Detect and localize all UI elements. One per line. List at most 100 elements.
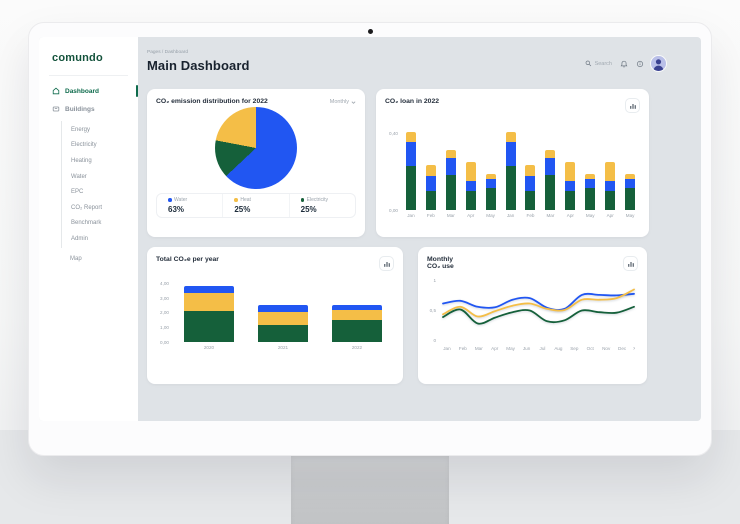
bar-column: [580, 173, 600, 210]
bar-segment-water: [545, 158, 556, 175]
stacked-bar: [425, 165, 436, 210]
bar-column: [560, 162, 580, 210]
bar-chart-icon: [383, 261, 390, 267]
bar-segment-electricity: [405, 166, 416, 210]
x-tick: May: [585, 213, 595, 218]
bar-segment-electricity: [425, 190, 436, 210]
bar-segment-electricity: [445, 174, 456, 210]
bar-segment-heat: [585, 173, 596, 179]
card-title-line1: Monthly: [427, 256, 454, 263]
card-title: CO₂ emission distribution for 2022: [156, 98, 268, 105]
sidebar-item-admin[interactable]: Admin: [71, 235, 89, 242]
x-tick: 2020: [203, 345, 215, 350]
y-tick: 1: [433, 277, 436, 283]
x-tick: Jan: [407, 213, 415, 218]
sidebar-item-buildings[interactable]: Buildings: [39, 100, 138, 118]
sidebar-item-heating[interactable]: Heating: [71, 157, 92, 164]
bar-segment-heat: [505, 131, 516, 143]
bar-segment-water: [465, 181, 476, 191]
pie-chart: [215, 107, 297, 189]
stacked-bar: [465, 162, 476, 210]
stacked-bar: [505, 131, 516, 210]
x-tick: May: [625, 213, 635, 218]
x-tick: Apr: [566, 213, 574, 218]
sidebar-item-label: Dashboard: [65, 87, 99, 95]
bar-segment-water: [425, 175, 436, 191]
bar-segment-heat: [525, 165, 536, 176]
bar-chart-icon: [629, 103, 636, 109]
bar-column: [172, 286, 246, 342]
breadcrumb: Pages / Dashboard: [147, 50, 189, 55]
sidebar-item-co-report[interactable]: CO₂ Report: [71, 204, 103, 211]
bar-segment-heat: [565, 162, 576, 182]
bar-segment-water: [565, 181, 576, 191]
x-tick: Mar: [474, 346, 483, 351]
sidebar-item-label: Buildings: [65, 105, 95, 113]
header: Pages / Dashboard Main Dashboard Search: [138, 37, 701, 73]
sidebar-item-epc[interactable]: EPC: [71, 189, 84, 196]
stacked-bar: [525, 165, 536, 210]
sidebar-item-map[interactable]: Map: [70, 255, 82, 262]
bar-segment-heat: [625, 173, 636, 179]
y-tick: 3,00: [160, 295, 169, 301]
line-series-water: [442, 292, 635, 311]
bar-segment-water: [525, 175, 536, 191]
x-tick: May: [506, 346, 515, 351]
bar-segment-heat: [545, 149, 556, 159]
stacked-bar: [405, 131, 416, 210]
bar-segment-heat: [184, 292, 234, 312]
bar-column: [521, 165, 541, 210]
bar-segment-electricity: [258, 325, 308, 342]
x-tick: Apr: [467, 213, 475, 218]
search-input[interactable]: Search: [585, 60, 612, 67]
bar-segment-electricity: [545, 174, 556, 210]
period-dropdown[interactable]: Monthly: [330, 99, 356, 105]
legend-item-heat: Heat 25%: [222, 194, 288, 217]
bar-segment-water: [625, 178, 636, 189]
card-title: Total CO₂e per year: [156, 256, 219, 263]
heat-dot: [234, 198, 238, 202]
x-tick: Oct: [586, 346, 594, 351]
chart-options-button[interactable]: [379, 256, 394, 271]
x-tick: Feb: [426, 213, 435, 218]
line-series-electricity: [442, 305, 635, 325]
y-tick: 0,00: [160, 339, 169, 345]
y-axis: 0,40 0,00: [385, 126, 401, 218]
avatar[interactable]: [651, 56, 666, 71]
bar-segment-electricity: [332, 320, 382, 342]
x-tick: Feb: [458, 346, 467, 351]
legend-value: 25%: [300, 205, 317, 214]
y-axis: 4,00 3,00 2,00 1,00 0,00: [156, 279, 172, 350]
x-tick: Apr: [606, 213, 614, 218]
bar-column: [481, 173, 501, 210]
sidebar-item-dashboard[interactable]: Dashboard: [39, 82, 138, 100]
dashboard-screen: comundo Dashboard Buildings Energy Electr…: [39, 37, 701, 421]
water-dot: [168, 198, 172, 202]
line-chart-svg: [442, 288, 635, 325]
chart-options-button[interactable]: [625, 98, 640, 113]
sidebar-item-electricity[interactable]: Electricity: [71, 142, 97, 149]
x-tick: Apr: [491, 346, 499, 351]
stacked-bar: [565, 162, 576, 210]
active-indicator: [135, 85, 138, 97]
legend-item-electricity: Electricity 25%: [288, 194, 355, 217]
sidebar-item-benchmark[interactable]: Benchmark: [71, 220, 102, 227]
line-plot: [439, 280, 638, 340]
sidebar-item-water[interactable]: Water: [71, 173, 87, 180]
y-tick: 0: [433, 337, 436, 343]
y-axis: 1 0,5 0: [427, 277, 439, 352]
bar-column: [620, 173, 640, 210]
next-months-arrow[interactable]: ›: [633, 346, 636, 352]
x-tick: 2022: [351, 345, 363, 350]
chevron-down-icon: [351, 100, 356, 104]
x-tick: Mar: [446, 213, 455, 218]
sidebar-item-energy[interactable]: Energy: [71, 126, 91, 133]
x-tick: Jul: [539, 346, 546, 351]
info-icon[interactable]: [635, 59, 644, 68]
bar-segment-electricity: [525, 190, 536, 210]
stacked-bar: [545, 149, 556, 210]
bell-icon[interactable]: [619, 59, 628, 68]
chart-options-button[interactable]: [623, 256, 638, 271]
bar-segment-water: [445, 158, 456, 175]
